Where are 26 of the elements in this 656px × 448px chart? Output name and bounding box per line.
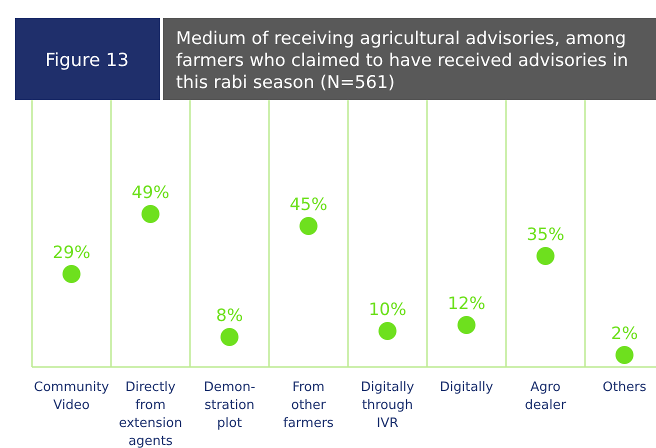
x-tick-label: Digitally through IVR <box>360 380 415 431</box>
point <box>142 205 160 223</box>
x-tick-label: Others <box>602 380 647 395</box>
data-label: 12% <box>448 294 486 314</box>
data-label: 45% <box>290 195 328 215</box>
point <box>458 316 476 334</box>
x-tick-label: Demon-stration plot <box>204 380 256 431</box>
data-label: 35% <box>526 225 564 245</box>
x-tick-label: Directly from extension agents <box>118 380 182 448</box>
data-label: 2% <box>611 324 638 344</box>
x-tick-label: Digitally <box>440 380 494 395</box>
x-tick-label: Agro dealer <box>524 380 567 413</box>
point <box>378 322 396 340</box>
chart-title: Medium of receiving agricultural advisories, among farmers who claimed to have received advisories in this rabi season (N=561) <box>176 29 628 93</box>
data-label: 8% <box>216 306 243 326</box>
x-tick-label: From other farmers <box>283 380 334 431</box>
point <box>300 217 318 235</box>
caption: Figure 13 <box>45 50 129 71</box>
point <box>536 247 554 265</box>
data-label: 49% <box>132 183 170 203</box>
point <box>62 265 80 283</box>
data-label: 29% <box>52 243 90 263</box>
point <box>616 346 634 364</box>
point <box>220 328 238 346</box>
x-tick-label: Community Video <box>34 380 110 413</box>
data-label: 10% <box>368 300 406 320</box>
